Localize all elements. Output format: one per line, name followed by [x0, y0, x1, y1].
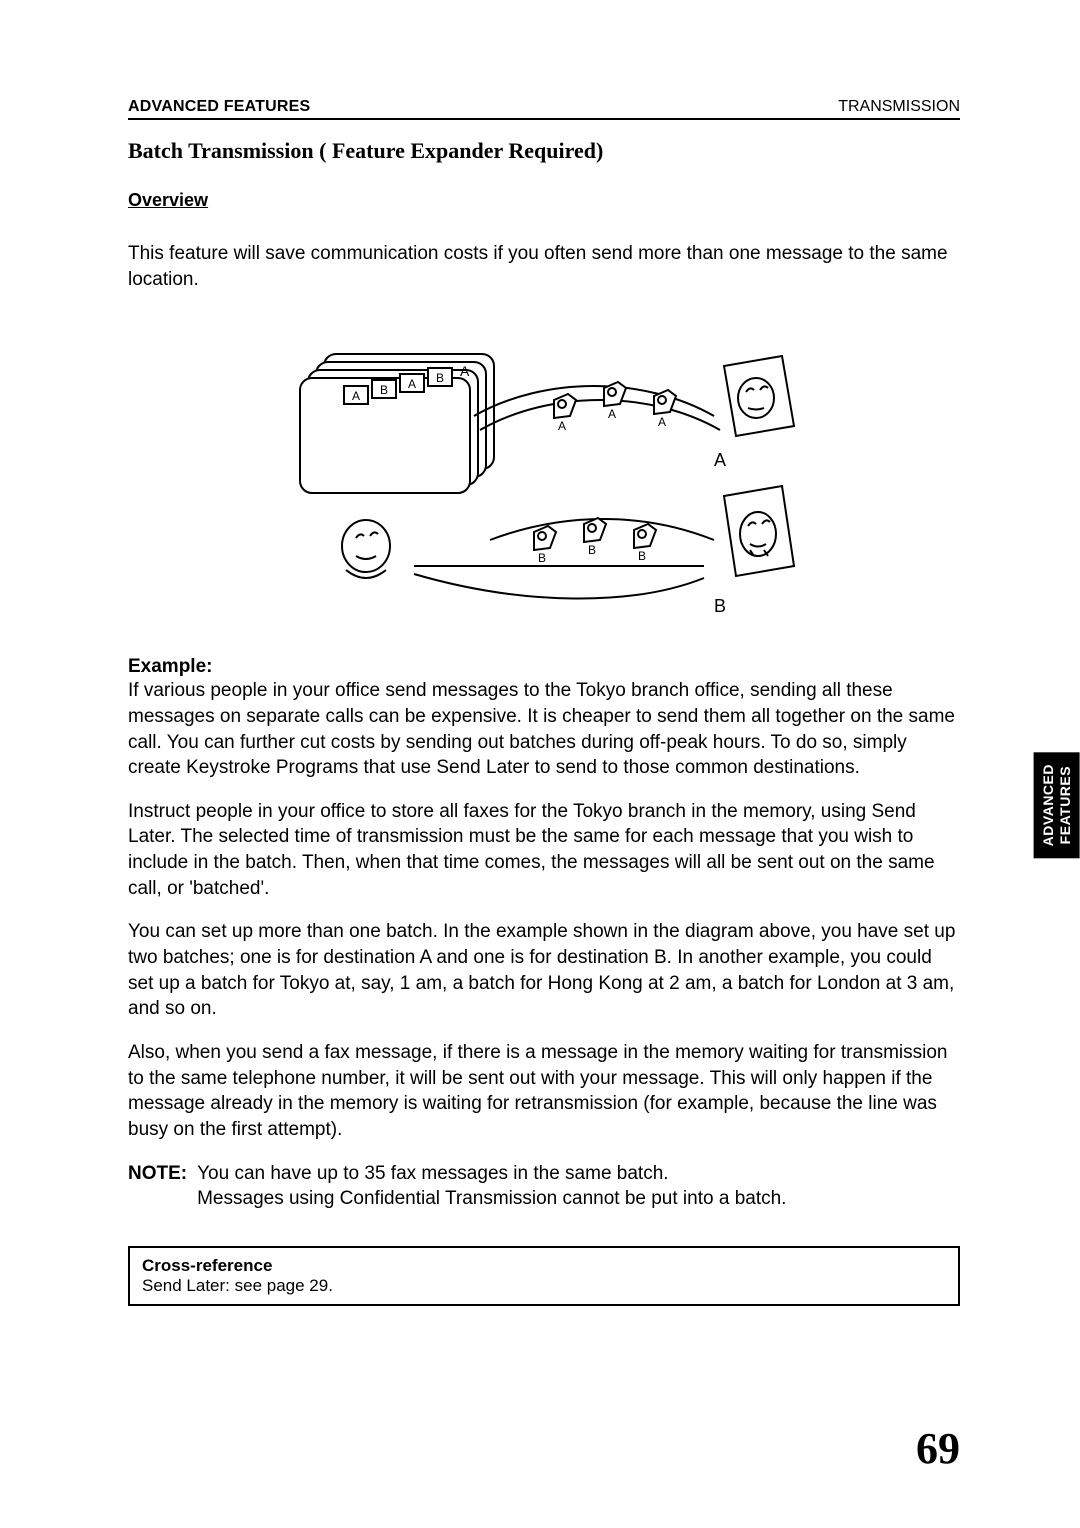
note-label: NOTE: [128, 1161, 187, 1212]
svg-text:A: A [408, 377, 416, 391]
example-paragraph-1: If various people in your office send me… [128, 678, 960, 781]
svg-text:A: A [460, 363, 470, 379]
svg-text:B: B [380, 383, 388, 397]
crossref-box: Cross-reference Send Later: see page 29. [128, 1246, 960, 1306]
svg-text:A: A [658, 415, 666, 429]
example-paragraph-3: You can set up more than one batch. In t… [128, 919, 960, 1022]
example-paragraph-2: Instruct people in your office to store … [128, 799, 960, 902]
batch-diagram: A B A B A A [128, 326, 960, 626]
note-body: You can have up to 35 fax messages in th… [197, 1161, 960, 1212]
svg-text:A: A [558, 419, 566, 433]
svg-text:B: B [436, 371, 444, 385]
example-section: Example: If various people in your offic… [128, 656, 960, 781]
note-row: NOTE: You can have up to 35 fax messages… [128, 1161, 960, 1212]
batch-diagram-svg: A B A B A A [284, 326, 804, 626]
svg-text:A: A [608, 407, 616, 421]
overview-heading: Overview [128, 190, 960, 211]
svg-text:B: B [714, 596, 726, 616]
crossref-body: Send Later: see page 29. [142, 1276, 946, 1296]
svg-text:A: A [714, 450, 726, 470]
crossref-title: Cross-reference [142, 1256, 946, 1276]
svg-text:A: A [352, 389, 360, 403]
intro-paragraph: This feature will save communication cos… [128, 241, 960, 292]
document-page: ADVANCED FEATURES TRANSMISSION Batch Tra… [0, 0, 1080, 1366]
svg-text:B: B [538, 551, 546, 565]
section-title: Batch Transmission ( Feature Expander Re… [128, 138, 960, 164]
example-label: Example: [128, 656, 212, 677]
page-number: 69 [916, 1423, 960, 1474]
side-tab: ADVANCED FEATURES [1034, 752, 1080, 858]
svg-text:B: B [588, 543, 596, 557]
header-left: ADVANCED FEATURES [128, 98, 310, 116]
svg-text:B: B [638, 549, 646, 563]
header-right: TRANSMISSION [838, 98, 960, 116]
example-paragraph-4: Also, when you send a fax message, if th… [128, 1040, 960, 1143]
page-header: ADVANCED FEATURES TRANSMISSION [128, 98, 960, 120]
